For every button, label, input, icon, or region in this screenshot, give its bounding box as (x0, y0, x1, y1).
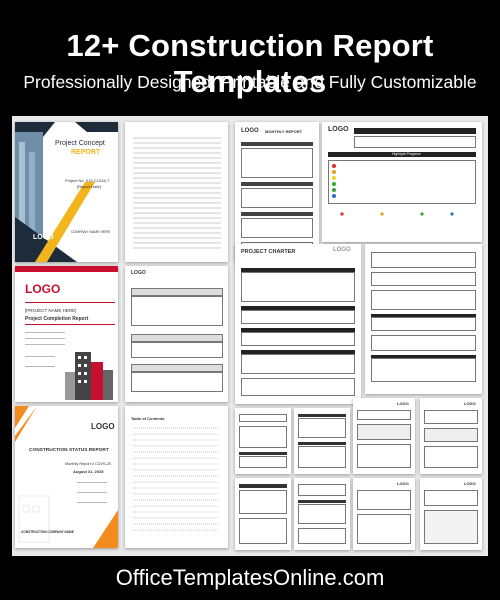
status-dots (332, 164, 454, 216)
template-thumb-a (235, 408, 291, 474)
thumb-h-logo: LOGO (464, 481, 476, 486)
toc-lines (133, 137, 221, 249)
status-toc-label: Table of Contents (131, 416, 165, 421)
template-collage: Project Concept REPORT Project No. 015-C… (12, 116, 488, 556)
cover-title-line2: REPORT (71, 149, 101, 156)
status-cover-subtitle: Monthly Report # CDVS-25 (65, 462, 112, 466)
template-thumb-h: LOGO (420, 478, 482, 550)
template-toc-page (125, 122, 228, 262)
cover-report-date: [Report Date] (77, 184, 101, 189)
thumb-d-logo: LOGO (464, 401, 476, 406)
template-thumb-c: LOGO (353, 398, 415, 474)
template-status-dashboard: LOGO Highlight Progress (322, 122, 482, 242)
building-graphic (65, 352, 113, 400)
template-status-toc: Table of Contents (125, 406, 228, 548)
cover-logo: LOGO (33, 234, 54, 241)
status-toc-lines (133, 427, 219, 531)
dashboard-logo: LOGO (328, 126, 349, 133)
template-completion-report: LOGO [PROJECT NAME HERE] Project Complet… (15, 266, 118, 402)
monthly-title: MONTHLY REPORT (265, 129, 303, 134)
header: 12+ Construction Report Templates Profes… (0, 0, 500, 116)
cover-title-line1: Project Concept (55, 140, 105, 147)
page-subtitle: Professionally Designed, Printable and F… (23, 72, 477, 92)
template-cover-project-concept: Project Concept REPORT Project No. 015-C… (15, 122, 118, 262)
template-monthly-report: LOGO MONTHLY REPORT (235, 122, 319, 262)
status-cover-company: CONSTRUCTION COMPANY NAME (21, 530, 74, 534)
status-cover-date: August 31, 2025 (73, 469, 104, 474)
status-cover-title: CONSTRUCTION STATUS REPORT (29, 448, 109, 453)
cover-project-no: Project No. 015-C1245-T (65, 178, 110, 183)
template-construction-status-cover: LOGO CONSTRUCTION STATUS REPORT Monthly … (15, 406, 118, 548)
template-charter-page2 (365, 244, 482, 394)
monthly-logo: LOGO (241, 128, 259, 134)
completion-title: Project Completion Report (25, 316, 89, 322)
charter-logo: LOGO (333, 247, 351, 253)
page-title: 12+ Construction Report Templates (66, 28, 434, 99)
cover-graphic (15, 122, 118, 262)
template-thumb-d: LOGO (420, 398, 482, 474)
dashboard-highlight: Highlight Progress (392, 152, 421, 156)
completion-project-name: [PROJECT NAME HERE] (25, 308, 77, 313)
template-thumb-f (294, 478, 350, 550)
website-footer: OfficeTemplatesOnline.com (0, 556, 500, 600)
template-thumb-b (294, 408, 350, 474)
status-cover-logo: LOGO (91, 422, 115, 431)
charter-title: PROJECT CHARTER (241, 249, 296, 255)
cover-company: COMPANY NAME HERE (71, 230, 111, 234)
status-cover-graphic (15, 406, 118, 548)
template-thumb-g: LOGO (353, 478, 415, 550)
thumb-g-logo: LOGO (397, 481, 409, 486)
template-thumb-e (235, 478, 291, 550)
thumb-c-logo: LOGO (397, 401, 409, 406)
completion-logo: LOGO (25, 282, 61, 296)
table-form-logo: LOGO (131, 270, 146, 276)
template-project-charter: PROJECT CHARTER LOGO (235, 244, 361, 404)
website-url[interactable]: OfficeTemplatesOnline.com (115, 565, 385, 590)
template-table-form: LOGO (125, 266, 228, 402)
